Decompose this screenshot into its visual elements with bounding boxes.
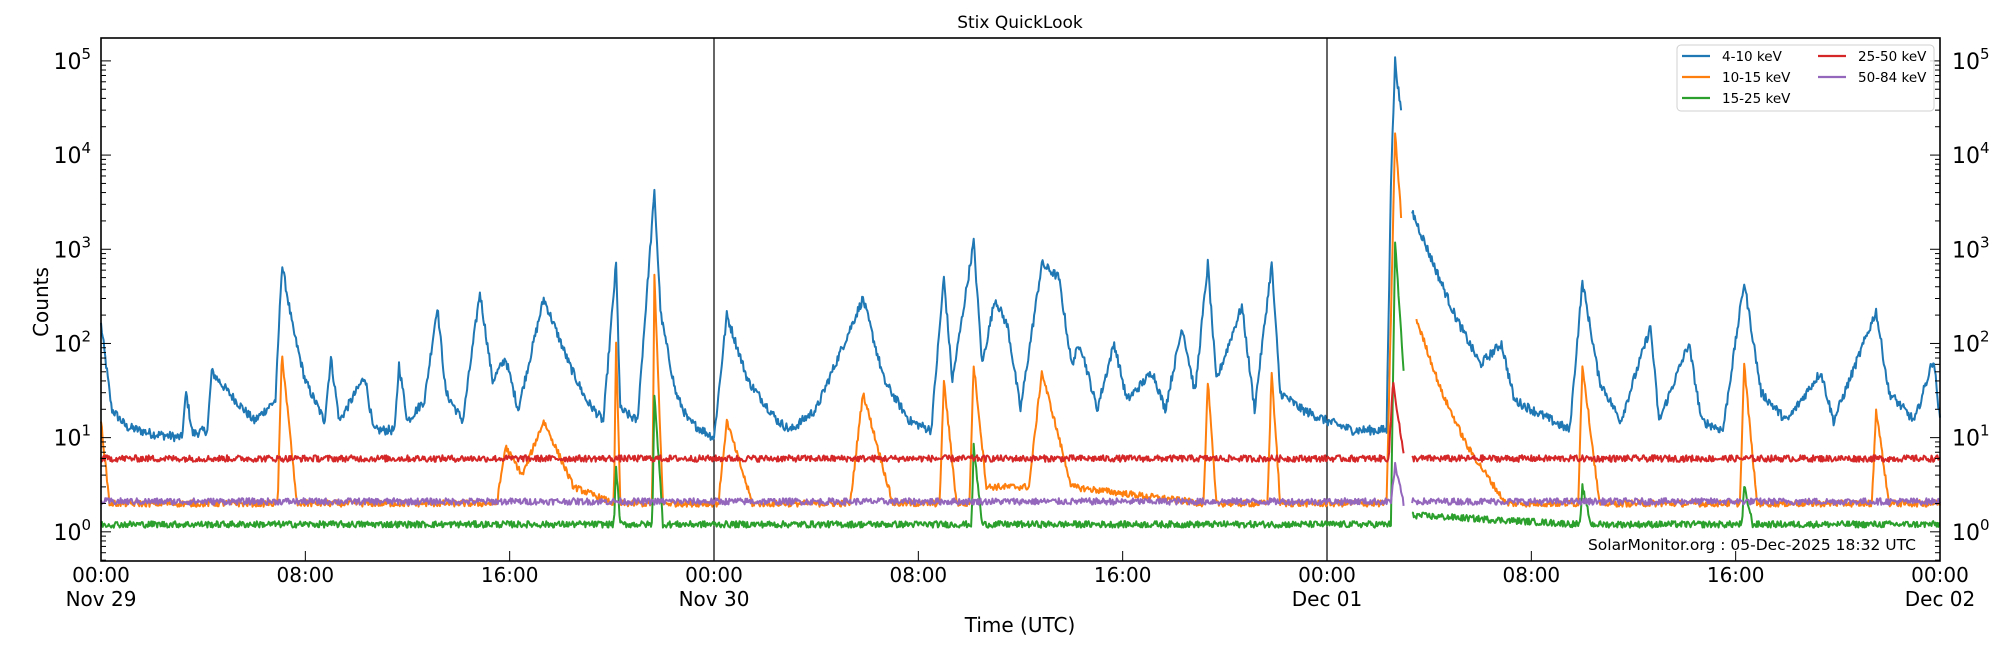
y-tick-label-right: 105 [1952,45,1990,75]
y-tick-label-left: 100 [53,516,91,546]
y-tick-label-right: 100 [1952,516,1990,546]
y-tick-label-left: 105 [53,45,91,75]
y-tick-label-left: 102 [53,327,91,357]
axis-ticks: 100 100 101 101 102 102 103 103 104 104 105 105 00:0… [53,45,1989,611]
legend-entry: 50-84 keV [1818,70,1927,86]
legend-label: 50-84 keV [1858,70,1927,86]
legend-label: 4-10 keV [1722,49,1783,65]
x-tick-time-label: 08:00 [1503,563,1561,587]
day-boundary-lines [713,38,1328,561]
x-tick-date-label: Nov 30 [679,587,750,611]
x-tick-time-label: 16:00 [481,563,539,587]
y-tick-label-left: 103 [53,233,91,263]
timestamp-annotation: SolarMonitor.org : 05-Dec-2025 18:32 UTC [1588,536,1916,554]
x-tick-time-label: 00:00 [1911,563,1969,587]
series-line-50-84-kev [100,461,1941,506]
plot-frame [100,37,1941,562]
legend-entry: 10-15 keV [1682,70,1791,86]
legend-entry: 4-10 keV [1682,49,1783,65]
y-tick-label-right: 102 [1952,327,1990,357]
series-line-15-25-kev [100,241,1941,529]
legend: 4-10 keV 10-15 keV 15-25 keV 25-50 keV 50-84… [1676,44,1935,112]
series-layer [100,56,1941,529]
legend-entry: 15-25 keV [1682,91,1791,107]
x-tick-time-label: 16:00 [1094,563,1152,587]
y-tick-label-left: 101 [53,422,91,452]
x-tick-date-label: Dec 01 [1292,587,1363,611]
x-tick-date-label: Nov 29 [66,587,137,611]
series-line-4-10-kev [100,56,1941,443]
x-tick-time-label: 08:00 [277,563,335,587]
legend-entry: 25-50 keV [1818,49,1927,65]
legend-box [1676,44,1935,112]
chart-title: Stix QuickLook [957,13,1083,33]
legend-label: 15-25 keV [1722,91,1791,107]
y-tick-label-left: 104 [53,139,91,169]
x-axis-label: Time (UTC) [964,613,1076,637]
x-tick-date-label: Dec 02 [1905,587,1976,611]
x-tick-time-label: 00:00 [72,563,130,587]
x-tick-time-label: 08:00 [890,563,948,587]
y-tick-label-right: 103 [1952,233,1990,263]
x-tick-time-label: 00:00 [685,563,743,587]
legend-label: 25-50 keV [1858,49,1927,65]
y-tick-label-right: 101 [1952,422,1990,452]
series-line-10-15-kev [100,132,1941,508]
series-line-25-50-kev [100,381,1941,463]
legend-label: 10-15 keV [1722,70,1791,86]
x-tick-time-label: 16:00 [1707,563,1765,587]
y-axis-label: Counts [29,267,53,337]
x-tick-time-label: 00:00 [1298,563,1356,587]
y-tick-label-right: 104 [1952,139,1990,169]
